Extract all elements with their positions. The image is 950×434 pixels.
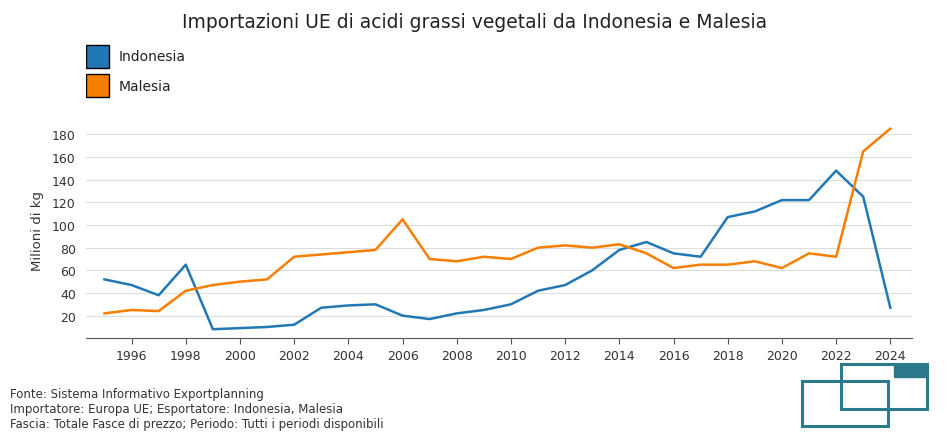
Indonesia: [261, 325, 273, 330]
Indonesia: [830, 169, 842, 174]
Indonesia: [884, 306, 896, 311]
Indonesia: [478, 308, 489, 313]
Y-axis label: Milioni di kg: Milioni di kg: [30, 190, 44, 270]
Bar: [894, 364, 927, 378]
Malesia: [560, 243, 571, 248]
Indonesia: [750, 209, 761, 214]
Indonesia: [370, 302, 381, 307]
Malesia: [722, 263, 733, 268]
Malesia: [235, 279, 246, 285]
Malesia: [884, 127, 896, 132]
Indonesia: [586, 268, 598, 273]
Indonesia: [722, 215, 733, 220]
Indonesia: [289, 322, 300, 328]
Malesia: [695, 263, 707, 268]
Indonesia: [804, 198, 815, 203]
Indonesia: [505, 302, 517, 307]
Indonesia: [668, 251, 679, 256]
Malesia: [343, 250, 354, 255]
Line: Malesia: Malesia: [104, 129, 890, 314]
Malesia: [370, 248, 381, 253]
Indonesia: [315, 306, 327, 311]
Malesia: [315, 252, 327, 257]
Indonesia: [125, 283, 137, 288]
Malesia: [830, 254, 842, 260]
Text: Importazioni UE di acidi grassi vegetali da Indonesia e Malesia: Importazioni UE di acidi grassi vegetali…: [182, 13, 768, 32]
FancyBboxPatch shape: [86, 75, 109, 98]
Indonesia: [153, 293, 164, 298]
Indonesia: [451, 311, 463, 316]
Malesia: [776, 266, 788, 271]
Bar: [841, 364, 927, 409]
Malesia: [532, 246, 543, 251]
Indonesia: [424, 317, 435, 322]
Indonesia: [858, 194, 869, 200]
Malesia: [750, 259, 761, 264]
Malesia: [261, 277, 273, 283]
Indonesia: [235, 326, 246, 331]
Malesia: [804, 251, 815, 256]
Indonesia: [614, 248, 625, 253]
Malesia: [451, 259, 463, 264]
FancyBboxPatch shape: [86, 46, 109, 68]
Text: Malesia: Malesia: [119, 79, 171, 94]
Malesia: [153, 309, 164, 314]
Malesia: [858, 149, 869, 155]
Malesia: [478, 254, 489, 260]
Bar: [802, 381, 888, 426]
Text: Fonte: Sistema Informativo Exportplanning
Importatore: Europa UE; Esportatore: I: Fonte: Sistema Informativo Exportplannin…: [10, 387, 383, 430]
Indonesia: [695, 254, 707, 260]
Indonesia: [776, 198, 788, 203]
Malesia: [207, 283, 218, 288]
Malesia: [614, 242, 625, 247]
Malesia: [289, 254, 300, 260]
Malesia: [668, 266, 679, 271]
Indonesia: [532, 289, 543, 294]
Indonesia: [343, 303, 354, 308]
Malesia: [424, 257, 435, 262]
Text: Indonesia: Indonesia: [119, 50, 186, 64]
Indonesia: [640, 240, 652, 245]
Indonesia: [180, 263, 192, 268]
Malesia: [505, 257, 517, 262]
Line: Indonesia: Indonesia: [104, 171, 890, 329]
Indonesia: [207, 327, 218, 332]
Malesia: [397, 217, 408, 223]
Malesia: [586, 246, 598, 251]
Indonesia: [99, 277, 110, 283]
Indonesia: [397, 313, 408, 319]
Malesia: [125, 308, 137, 313]
Indonesia: [560, 283, 571, 288]
Malesia: [640, 251, 652, 256]
Malesia: [99, 311, 110, 316]
Malesia: [180, 289, 192, 294]
